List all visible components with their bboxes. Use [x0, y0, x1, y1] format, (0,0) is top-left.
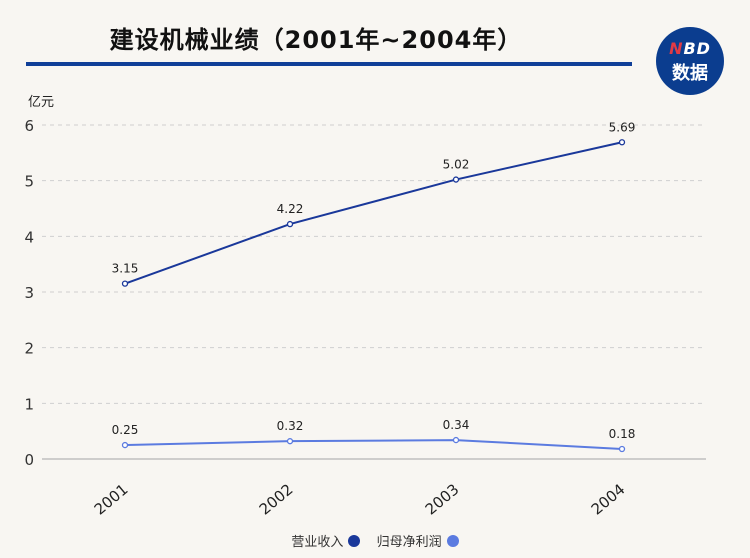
data-label-revenue-2002: 4.22: [277, 202, 304, 216]
y-tick-label-5: 5: [24, 173, 34, 191]
data-point-profit-2001: [121, 441, 129, 449]
logo-subtitle: 数据: [672, 63, 708, 84]
nbd-logo: NBD 数据: [656, 27, 724, 95]
title-underline: [26, 62, 632, 66]
legend-label-profit: 归母净利润: [376, 535, 442, 550]
legend-item-profit[interactable]: 归母净利润: [377, 531, 459, 550]
legend-swatch-revenue: [348, 534, 361, 547]
x-tick-label-2001: 2001: [91, 480, 132, 518]
data-label-revenue-2004: 5.69: [609, 120, 636, 134]
data-label-profit-2002: 0.32: [277, 419, 304, 433]
data-point-revenue-2001: [121, 280, 129, 287]
legend-item-revenue[interactable]: 营业收入: [291, 531, 361, 550]
x-tick-label-2004: 2004: [588, 480, 629, 518]
series-line-revenue: [124, 141, 623, 285]
data-point-profit-2004: [618, 445, 626, 453]
y-tick-label-2: 2: [24, 340, 34, 358]
x-tick-label-2003: 2003: [422, 480, 463, 518]
series-line-profit: [124, 439, 623, 450]
data-label-profit-2001: 0.25: [112, 423, 139, 437]
data-label-profit-2004: 0.18: [609, 427, 636, 441]
legend-swatch-profit: [446, 534, 459, 547]
logo-wordmark: NBD: [669, 39, 711, 58]
chart-title: 建设机械业绩（2001年~2004年）: [109, 26, 523, 54]
data-point-revenue-2004: [618, 139, 626, 146]
data-label-revenue-2001: 3.15: [112, 262, 139, 276]
data-point-profit-2002: [286, 438, 294, 445]
data-point-revenue-2002: [286, 220, 294, 228]
y-tick-label-1: 1: [24, 395, 34, 413]
y-tick-label-6: 6: [24, 117, 34, 135]
y-axis-unit-label: 亿元: [28, 95, 54, 110]
data-label-revenue-2003: 5.02: [443, 158, 470, 172]
data-point-revenue-2003: [452, 176, 460, 183]
legend: 营业收入 归母净利润: [0, 531, 750, 550]
data-point-profit-2003: [452, 436, 460, 444]
y-tick-label-4: 4: [24, 228, 34, 246]
y-tick-label-3: 3: [24, 284, 34, 302]
y-tick-label-0: 0: [24, 451, 34, 469]
x-tick-label-2002: 2002: [256, 480, 297, 518]
data-label-profit-2003: 0.34: [443, 418, 470, 432]
legend-label-revenue: 营业收入: [291, 535, 344, 550]
